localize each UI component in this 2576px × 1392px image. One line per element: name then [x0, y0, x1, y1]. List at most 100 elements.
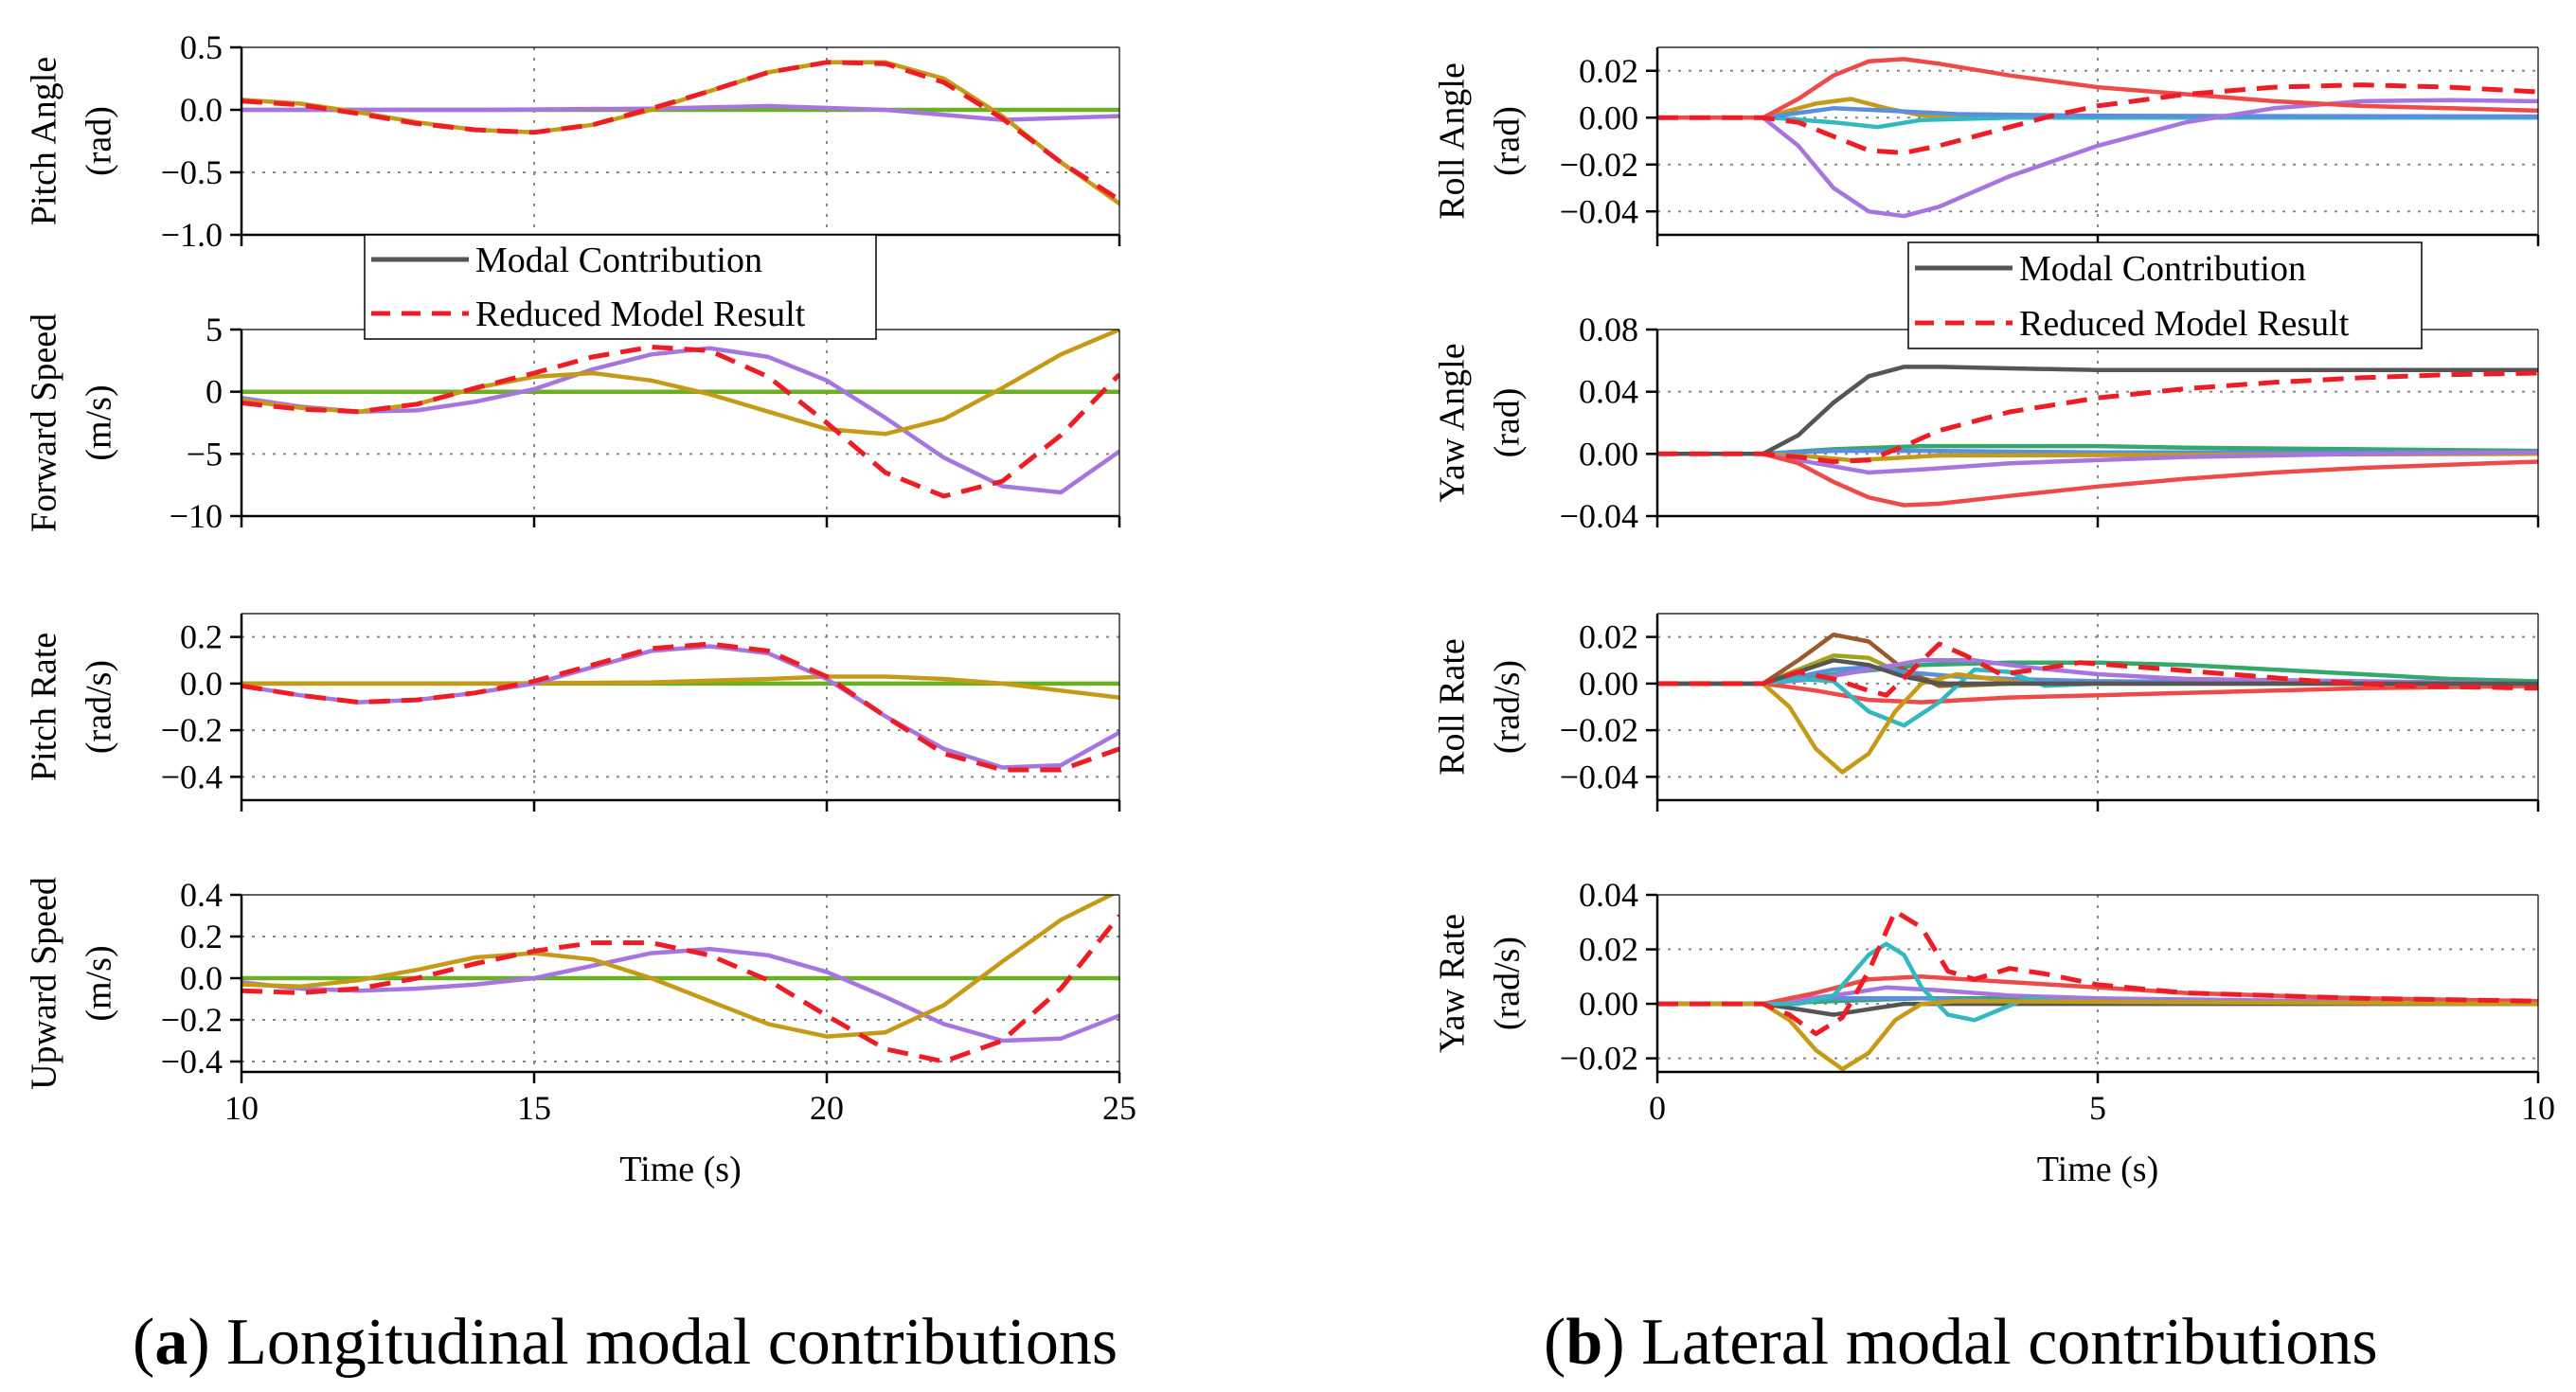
y-axis-unit: (rad) — [1488, 106, 1528, 176]
y-tick-label: 0.0 — [180, 665, 223, 703]
x-axis-label: Time (s) — [2037, 1150, 2158, 1189]
y-tick-label: −0.04 — [1560, 758, 1638, 795]
series-line-reduced-model-result — [1657, 641, 2538, 698]
y-tick-label: 0 — [206, 373, 223, 411]
y-tick-label: 0.00 — [1579, 98, 1638, 136]
y-tick-label: 0.5 — [180, 28, 223, 66]
y-tick-label: −0.04 — [1560, 192, 1638, 230]
y-tick-label: 0.00 — [1579, 435, 1638, 473]
y-axis-label: Pitch Angle — [25, 57, 64, 225]
y-axis-label: Upward Speed — [25, 877, 64, 1090]
series-line-reduced-model-result — [1657, 908, 2538, 1037]
legend-right: Modal Contribution Reduced Model Result — [1907, 241, 2423, 349]
series-line-mode-2 — [242, 346, 1119, 495]
legend-left-box — [364, 234, 877, 340]
x-tick-label: 5 — [2089, 1089, 2106, 1127]
y-tick-label: 0.08 — [1579, 311, 1638, 348]
y-tick-label: −0.5 — [161, 153, 223, 191]
x-tick-label: 15 — [517, 1089, 551, 1127]
legend-right-modal-label: Modal Contribution — [2019, 249, 2306, 289]
x-tick-label: 10 — [224, 1089, 259, 1127]
caption-a: (a) Longitudinal modal contributions — [133, 1306, 1118, 1379]
series-line-mode-3 — [242, 674, 1119, 700]
caption-b-label: b — [1565, 1306, 1602, 1379]
caption-b-open-paren: ( — [1544, 1306, 1565, 1379]
series-line-mode-h — [1657, 671, 2538, 775]
y-axis-unit: (rad/s) — [1488, 937, 1528, 1030]
caption-a-close-paren: ) — [188, 1306, 226, 1379]
caption-b-close-paren: ) — [1602, 1306, 1641, 1379]
chart-panel-b1: −0.04 −0.02 0.00 0.02 Roll Angle (rad) — [1433, 46, 2540, 246]
caption-b-text: Lateral modal contributions — [1641, 1306, 2378, 1379]
y-tick-label: −0.4 — [161, 758, 223, 795]
series-group — [242, 60, 1119, 206]
series-line-reduced-model-result — [1657, 370, 2538, 464]
chart-panels: −1.0 −0.5 0.0 0.5 Pitch Angle (rad) −10 −5 0 5 For… — [25, 28, 2555, 1189]
y-axis-unit: (rad) — [1488, 388, 1528, 458]
y-tick-label: 0.02 — [1579, 931, 1638, 969]
series-line-reduced-model-result — [242, 344, 1119, 499]
chart-panel-a2: −10 −5 0 5 Forward Speed (m/s) — [25, 311, 1121, 535]
series-line-mode-e — [1657, 57, 2538, 120]
y-tick-label: 0.0 — [180, 91, 223, 129]
y-axis-unit: (rad) — [80, 106, 119, 176]
y-axis-unit: (m/s) — [80, 384, 119, 460]
series-line-mode-2 — [242, 946, 1119, 1044]
caption-a-text: Longitudinal modal contributions — [226, 1306, 1118, 1379]
legend-left-modal-label: Modal Contribution — [475, 241, 762, 280]
series-line-reduced-model-result — [242, 60, 1119, 203]
series-line-mode-d — [1657, 98, 2538, 219]
legend-left-reduced-label: Reduced Model Result — [475, 294, 806, 334]
series-group — [1657, 57, 2538, 219]
caption-b: (b) Lateral modal contributions — [1544, 1306, 2378, 1379]
y-tick-label: −0.2 — [161, 1001, 223, 1039]
series-line-modal-contribution — [1657, 365, 2538, 456]
y-axis-label: Yaw Rate — [1433, 914, 1473, 1053]
y-tick-label: 0.4 — [180, 876, 223, 914]
y-tick-label: −0.4 — [161, 1043, 223, 1080]
series-line-mode-d — [1657, 974, 2538, 1007]
y-tick-label: 0.00 — [1579, 665, 1638, 703]
x-tick-label: 25 — [1102, 1089, 1136, 1127]
chart-panel-b4: −0.02 0.00 0.02 0.04 0 5 10 Yaw Rate (rad/s) Time… — [1433, 876, 2555, 1189]
y-tick-label: 5 — [206, 311, 223, 348]
legend-right-box — [1907, 241, 2423, 349]
series-line-mode-f — [1657, 998, 2538, 1072]
series-line-reduced-model-result — [242, 641, 1119, 773]
y-axis-unit: (rad/s) — [1488, 660, 1528, 754]
x-axis-label: Time (s) — [619, 1150, 741, 1189]
y-tick-label: 0.04 — [1579, 876, 1638, 914]
caption-a-label: a — [154, 1306, 188, 1379]
y-axis-label: Roll Rate — [1433, 638, 1473, 776]
series-group — [242, 641, 1119, 773]
y-tick-label: −5 — [187, 435, 223, 473]
y-axis-unit: (rad/s) — [80, 660, 119, 754]
chart-panel-b3: −0.04 −0.02 0.00 0.02 Roll Rate (rad/s) — [1433, 613, 2540, 812]
series-line-reduced-model-result — [242, 914, 1119, 1064]
x-tick-label: 0 — [1649, 1089, 1666, 1127]
y-tick-label: 0.2 — [180, 618, 223, 656]
y-tick-label: −0.02 — [1560, 146, 1638, 184]
x-tick-label: 20 — [810, 1089, 844, 1127]
x-tick-label: 10 — [2521, 1089, 2555, 1127]
caption-a-open-paren: ( — [133, 1306, 154, 1379]
y-axis-label: Pitch Rate — [25, 633, 64, 781]
chart-panel-a3: −0.4 −0.2 0.0 0.2 Pitch Rate (rad/s) — [25, 613, 1121, 812]
series-line-mode-e — [1657, 452, 2538, 508]
chart-panel-a1: −1.0 −0.5 0.0 0.5 Pitch Angle (rad) — [25, 28, 1121, 254]
y-tick-label: −0.04 — [1560, 497, 1638, 535]
y-tick-label: −0.2 — [161, 711, 223, 749]
series-group — [1657, 365, 2538, 508]
series-line-mode-3 — [242, 895, 1117, 1039]
chart-panel-a4: −0.4 −0.2 0.0 0.2 0.4 10 15 20 25 Upward Speed (m/… — [25, 876, 1136, 1189]
series-group — [242, 330, 1119, 499]
y-tick-label: −10 — [170, 497, 223, 535]
y-tick-label: −1.0 — [161, 216, 223, 254]
y-tick-label: −0.02 — [1560, 711, 1638, 749]
legend-right-reduced-label: Reduced Model Result — [2019, 304, 2350, 344]
y-tick-label: 0.2 — [180, 918, 223, 955]
y-axis-unit: (m/s) — [80, 945, 119, 1021]
series-group — [242, 895, 1119, 1064]
